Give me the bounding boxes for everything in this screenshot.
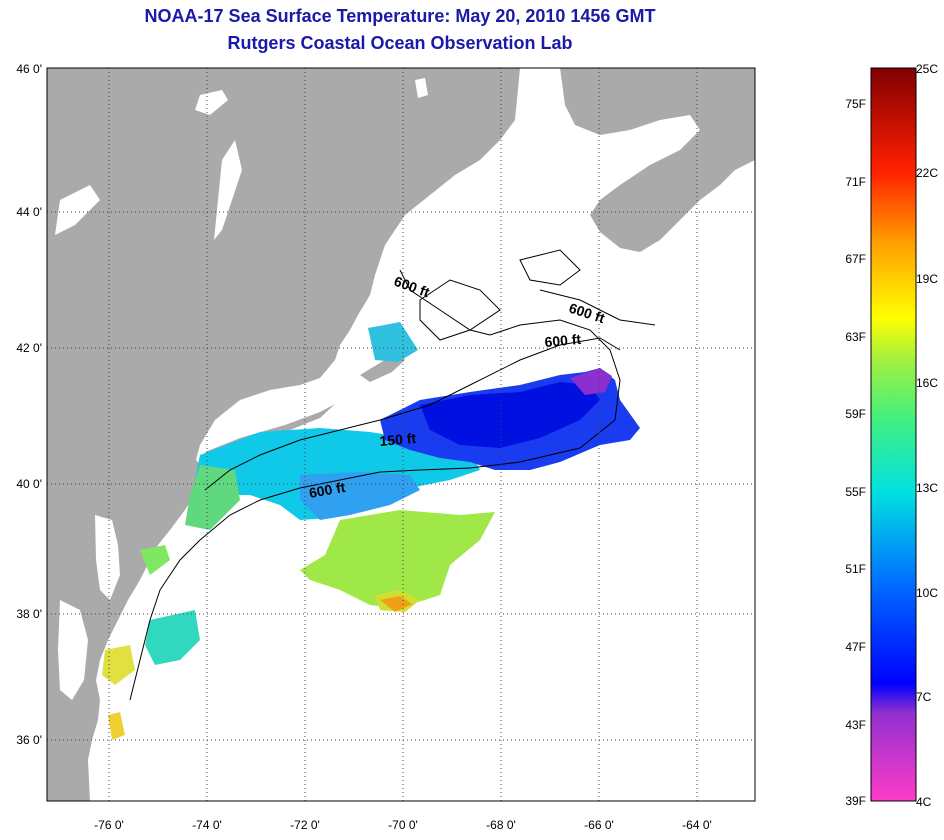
map-frame	[46, 67, 756, 802]
colorbar-c-label: 19C	[916, 272, 939, 286]
lat-label: 36 0'	[16, 733, 42, 747]
lat-label: 38 0'	[16, 607, 42, 621]
colorbar-c-label: 22C	[916, 166, 939, 180]
land-mainland	[47, 68, 520, 801]
lon-label: -72 0'	[290, 818, 320, 832]
lon-label: -70 0'	[388, 818, 418, 832]
lat-label: 46 0'	[16, 62, 42, 76]
colorbar-f-label: 67F	[845, 252, 866, 266]
depth-contours	[129, 249, 656, 701]
colorbar-f-label: 43F	[845, 718, 866, 732]
colorbar-f-label: 51F	[845, 562, 866, 576]
colorbar-f-label: 71F	[845, 175, 866, 189]
contour-label: 600 ft	[544, 331, 582, 350]
colorbar-c-label: 4C	[916, 795, 932, 809]
colorbar-c-label: 13C	[916, 481, 939, 495]
colorbar-f-label: 59F	[845, 407, 866, 421]
colorbar-f-label: 75F	[845, 97, 866, 111]
lon-label: -76 0'	[94, 818, 124, 832]
colorbar-f-label: 55F	[845, 485, 866, 499]
lat-label: 44 0'	[16, 205, 42, 219]
land-nova-scotia	[560, 68, 755, 252]
map-subtitle: Rutgers Coastal Ocean Observation Lab	[227, 33, 573, 53]
contour-label: 150 ft	[379, 430, 417, 449]
colorbar-c-label: 7C	[916, 690, 932, 704]
contour-label: 600 ft	[308, 479, 347, 501]
colorbar	[870, 67, 917, 802]
colorbar-c-label: 10C	[916, 586, 939, 600]
colorbar-c-label: 16C	[916, 376, 939, 390]
lat-label: 42 0'	[16, 341, 42, 355]
sst-patches	[102, 322, 640, 740]
lon-label: -68 0'	[486, 818, 516, 832]
lon-label: -66 0'	[584, 818, 614, 832]
lat-label: 40 0'	[16, 477, 42, 491]
map-title: NOAA-17 Sea Surface Temperature: May 20,…	[144, 6, 656, 26]
colorbar-f-label: 63F	[845, 330, 866, 344]
colorbar-f-label: 47F	[845, 640, 866, 654]
lon-label: -74 0'	[192, 818, 222, 832]
colorbar-c-label: 25C	[916, 62, 939, 76]
colorbar-f-label: 39F	[845, 794, 866, 808]
lon-label: -64 0'	[682, 818, 712, 832]
